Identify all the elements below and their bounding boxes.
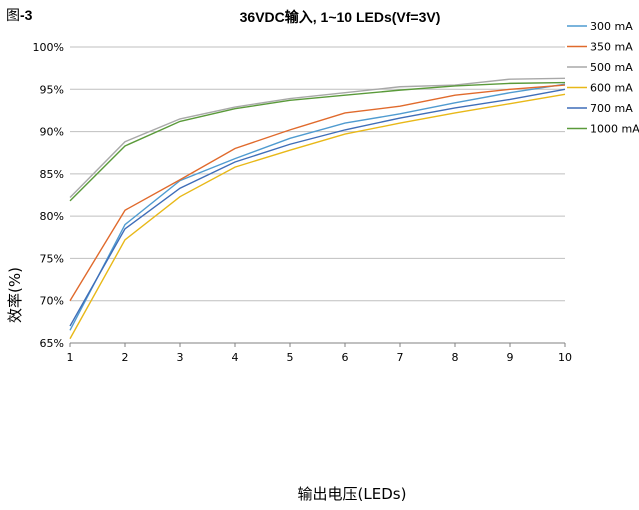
legend-label: 600 mA <box>590 82 633 95</box>
series-line <box>69 81 566 202</box>
x-tick-label: 3 <box>177 351 184 364</box>
series-line <box>69 93 566 340</box>
x-tick-label: 8 <box>452 351 459 364</box>
x-tick-label: 4 <box>232 351 239 364</box>
series-line <box>69 88 566 327</box>
legend-label: 300 mA <box>590 20 633 33</box>
y-tick-label: 80% <box>40 210 64 223</box>
legend-label: 1000 mA <box>590 123 639 136</box>
y-tick-label: 65% <box>40 337 64 350</box>
x-axis-title: 输出电压(LEDs) <box>298 485 407 503</box>
x-axis-ticks: 1 2 3 4 5 6 7 8 9 10 <box>67 342 572 364</box>
y-tick-label: 70% <box>40 295 64 308</box>
y-tick-label: 75% <box>40 252 64 265</box>
y-axis-title: 效率(%) <box>6 267 24 323</box>
x-tick-label: 1 <box>67 351 74 364</box>
series-line <box>69 83 566 331</box>
series-line <box>69 84 566 302</box>
y-tick-label: 90% <box>40 126 64 139</box>
legend-label: 350 mA <box>590 41 633 54</box>
figure-label: 图-3 <box>6 7 33 24</box>
y-tick-label: 85% <box>40 168 64 181</box>
legend-label: 500 mA <box>590 61 633 74</box>
y-axis-ticks: 65% 70% 75% 80% 85% 90% 95% 100% <box>33 41 64 350</box>
y-tick-label: 100% <box>33 41 64 54</box>
series-line <box>69 77 566 199</box>
series-lines <box>69 77 566 340</box>
chart-title: 36VDC输入, 1~10 LEDs(Vf=3V) <box>240 9 441 25</box>
x-tick-label: 2 <box>122 351 129 364</box>
x-tick-label: 7 <box>397 351 404 364</box>
y-tick-label: 95% <box>40 83 64 96</box>
x-tick-label: 5 <box>287 351 294 364</box>
x-tick-label: 10 <box>558 351 572 364</box>
x-tick-label: 9 <box>507 351 514 364</box>
legend: 300 mA 350 mA 500 mA 600 mA 700 mA 1000 mA <box>567 20 639 136</box>
x-tick-label: 6 <box>342 351 349 364</box>
legend-label: 700 mA <box>590 102 633 115</box>
